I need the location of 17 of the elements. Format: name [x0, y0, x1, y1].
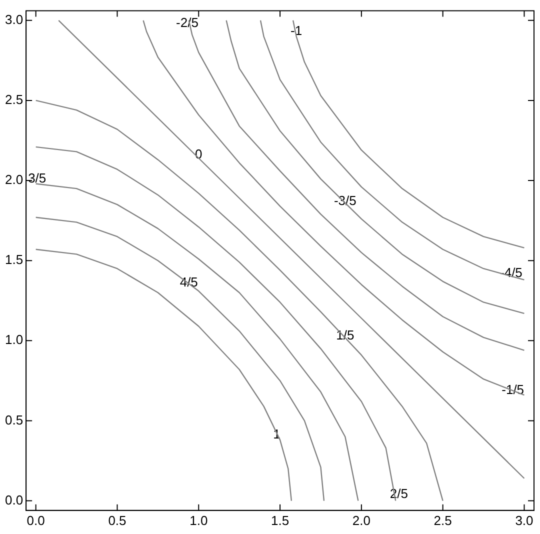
x-tick-label: 2.0 — [352, 512, 370, 528]
x-tick-label: 0.0 — [26, 512, 45, 528]
annotation: 3/5 — [28, 170, 46, 186]
x-tick-label: 3.0 — [515, 512, 534, 528]
y-tick-label: 3.0 — [4, 12, 24, 27]
y-tick-label: 2.5 — [4, 92, 24, 108]
x-tick-label: 0.5 — [108, 512, 126, 528]
y-tick-label: 2.0 — [4, 172, 24, 188]
x-tick-label: 1.0 — [190, 512, 208, 528]
annotation: -2/5 — [176, 15, 198, 30]
y-tick-label: 0.5 — [4, 412, 24, 428]
x-tick-label: 1.5 — [270, 512, 290, 528]
y-tick-label: 1.0 — [4, 332, 24, 348]
y-tick-label: 0.0 — [4, 492, 24, 508]
annotation: -1 — [290, 23, 302, 38]
y-tick-label: 1.5 — [4, 252, 24, 268]
x-tick-label: 2.5 — [434, 512, 452, 528]
